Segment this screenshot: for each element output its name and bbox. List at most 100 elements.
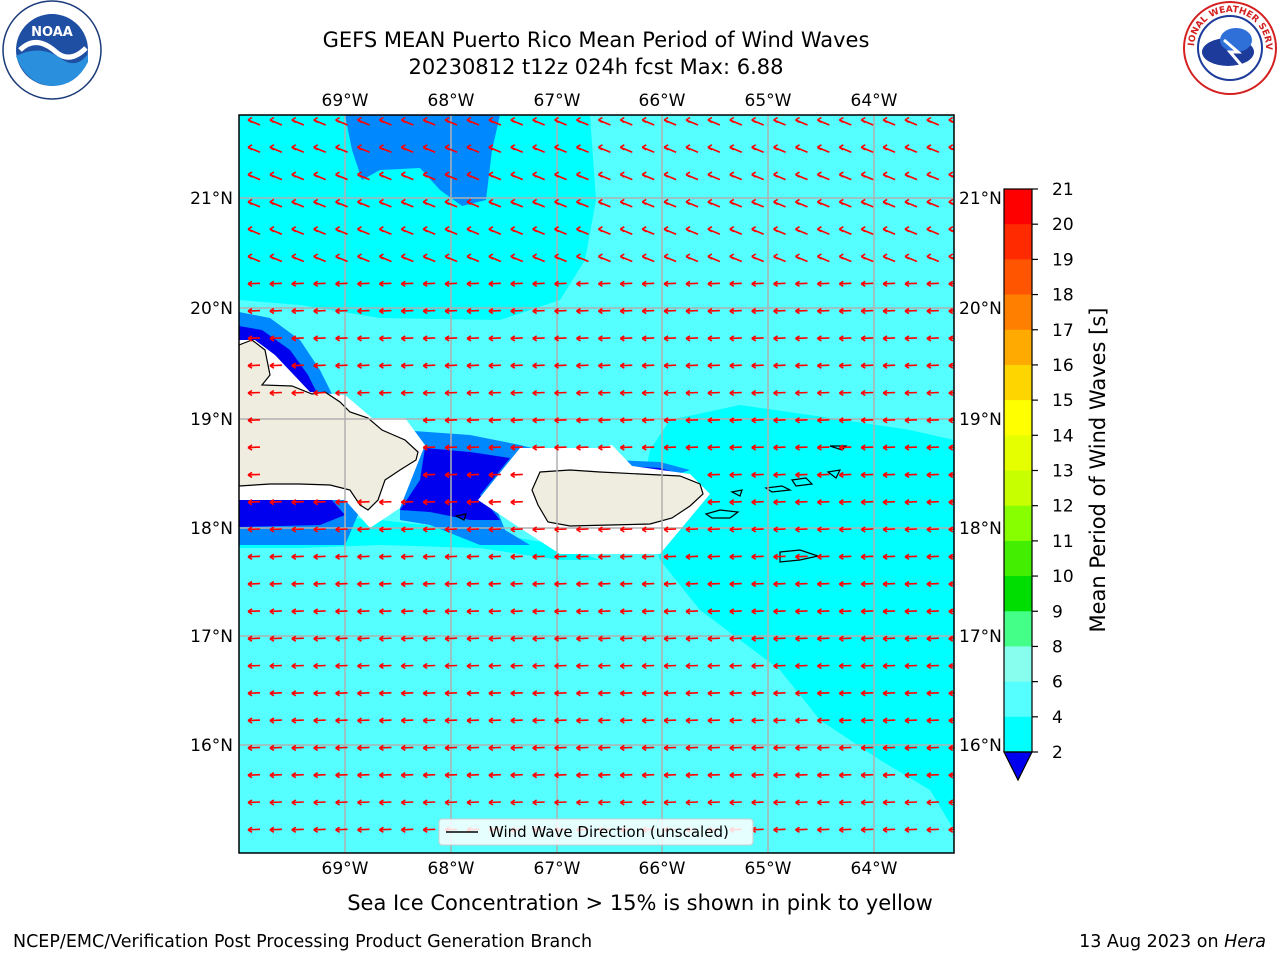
- wind-arrow: [378, 335, 392, 342]
- wind-arrow: [488, 635, 501, 642]
- wind-arrow: [948, 717, 954, 724]
- wind-arrow: [357, 198, 370, 208]
- wind-arrow: [488, 362, 501, 369]
- wind-arrow: [751, 116, 765, 126]
- legend-label: Wind Wave Direction (unscaled): [489, 823, 729, 841]
- wind-arrow: [685, 362, 699, 369]
- wind-arrow: [532, 799, 545, 806]
- wind-arrow: [729, 335, 742, 342]
- wind-arrow: [619, 280, 633, 287]
- wind-arrow: [948, 144, 954, 151]
- wind-arrow: [291, 553, 304, 560]
- wind-arrow: [773, 580, 786, 588]
- wind-arrow: [882, 307, 896, 315]
- wind-arrow: [532, 417, 545, 424]
- wind-arrow: [313, 362, 326, 369]
- wind-arrow: [335, 335, 348, 342]
- wind-arrow: [795, 608, 808, 615]
- colorbar-tick-label: 8: [1052, 637, 1063, 657]
- wind-arrow: [860, 171, 874, 181]
- wind-arrow: [663, 253, 677, 263]
- wind-arrow: [400, 635, 414, 642]
- wind-arrow: [663, 144, 677, 154]
- wind-arrow: [532, 580, 545, 588]
- wind-arrow: [422, 635, 436, 642]
- wind-arrow: [357, 389, 370, 397]
- wind-arrow: [444, 226, 458, 235]
- colorbar-segment: [1004, 364, 1032, 401]
- wind-arrow: [357, 662, 370, 670]
- wind-arrow: [488, 772, 501, 779]
- wind-arrow: [795, 717, 808, 724]
- wind-arrow: [663, 608, 677, 615]
- wind-arrow: [882, 253, 896, 263]
- wind-arrow: [357, 580, 370, 588]
- wind-arrow: [597, 553, 611, 560]
- wind-arrow: [466, 280, 480, 287]
- colorbar-tick-label: 14: [1052, 426, 1074, 446]
- wind-arrow: [422, 526, 436, 533]
- wind-arrow: [400, 690, 414, 697]
- wind-arrow: [510, 335, 523, 342]
- wind-arrow: [838, 307, 852, 315]
- wind-arrow: [860, 744, 874, 752]
- wind-arrow: [926, 417, 939, 424]
- wind-arrow: [510, 772, 523, 779]
- wind-arrow: [357, 226, 370, 235]
- wind-arrow: [926, 662, 939, 670]
- colorbar-tick-label: 6: [1052, 673, 1063, 693]
- wind-arrow: [948, 471, 954, 479]
- wind-arrow: [751, 280, 764, 287]
- wind-arrow: [576, 226, 589, 235]
- graticule: [239, 115, 954, 853]
- wind-arrow: [597, 635, 611, 642]
- wind-arrow: [904, 362, 918, 369]
- wind-arrow: [795, 171, 808, 181]
- wind-arrow: [422, 471, 436, 479]
- wind-arrow: [707, 553, 720, 560]
- wind-arrow: [882, 198, 896, 208]
- wind-arrow: [597, 171, 611, 181]
- wind-arrow: [904, 526, 918, 533]
- wind-arrow: [641, 389, 655, 397]
- wind-arrow: [838, 280, 852, 287]
- wind-arrow: [597, 444, 611, 451]
- wind-arrow: [510, 253, 524, 263]
- wind-arrow: [882, 526, 896, 533]
- wind-arrow: [882, 690, 896, 697]
- wind-arrow: [729, 116, 743, 126]
- wind-arrow: [269, 662, 282, 670]
- wind-arrow: [269, 307, 282, 315]
- wind-arrow: [510, 226, 524, 235]
- wind-arrow: [466, 744, 480, 752]
- wind-arrow: [313, 690, 326, 697]
- colorbar-segment: [1004, 259, 1032, 296]
- wind-arrow: [773, 772, 786, 779]
- wind-arrow: [816, 417, 830, 424]
- wind-arrow: [247, 471, 261, 479]
- wind-arrow: [619, 253, 633, 263]
- wind-arrow: [269, 362, 282, 369]
- wind-arrow: [313, 171, 327, 181]
- wind-arrow: [816, 580, 830, 588]
- wind-arrow: [882, 580, 896, 588]
- wind-arrow: [860, 553, 874, 560]
- wind-arrow: [313, 635, 326, 642]
- wind-arrow: [488, 144, 502, 154]
- wind-arrow: [313, 608, 326, 615]
- nws-logo-icon: NATIONAL WEATHER SERVICE: [1180, 0, 1277, 95]
- wind-arrow: [926, 499, 939, 506]
- wind-arrow: [838, 635, 852, 642]
- wind-arrow: [510, 499, 523, 506]
- wind-arrow: [838, 608, 852, 615]
- wind-arrow: [510, 662, 523, 670]
- wind-arrow: [904, 499, 918, 506]
- wind-arrow: [663, 744, 677, 752]
- wind-arrow: [488, 198, 502, 208]
- wind-arrow: [422, 253, 436, 263]
- wind-arrow: [444, 717, 458, 724]
- wind-arrow: [357, 526, 370, 533]
- wind-arrow: [313, 553, 326, 560]
- wind-arrow: [378, 772, 392, 779]
- colorbar-tick-label: 17: [1052, 321, 1074, 341]
